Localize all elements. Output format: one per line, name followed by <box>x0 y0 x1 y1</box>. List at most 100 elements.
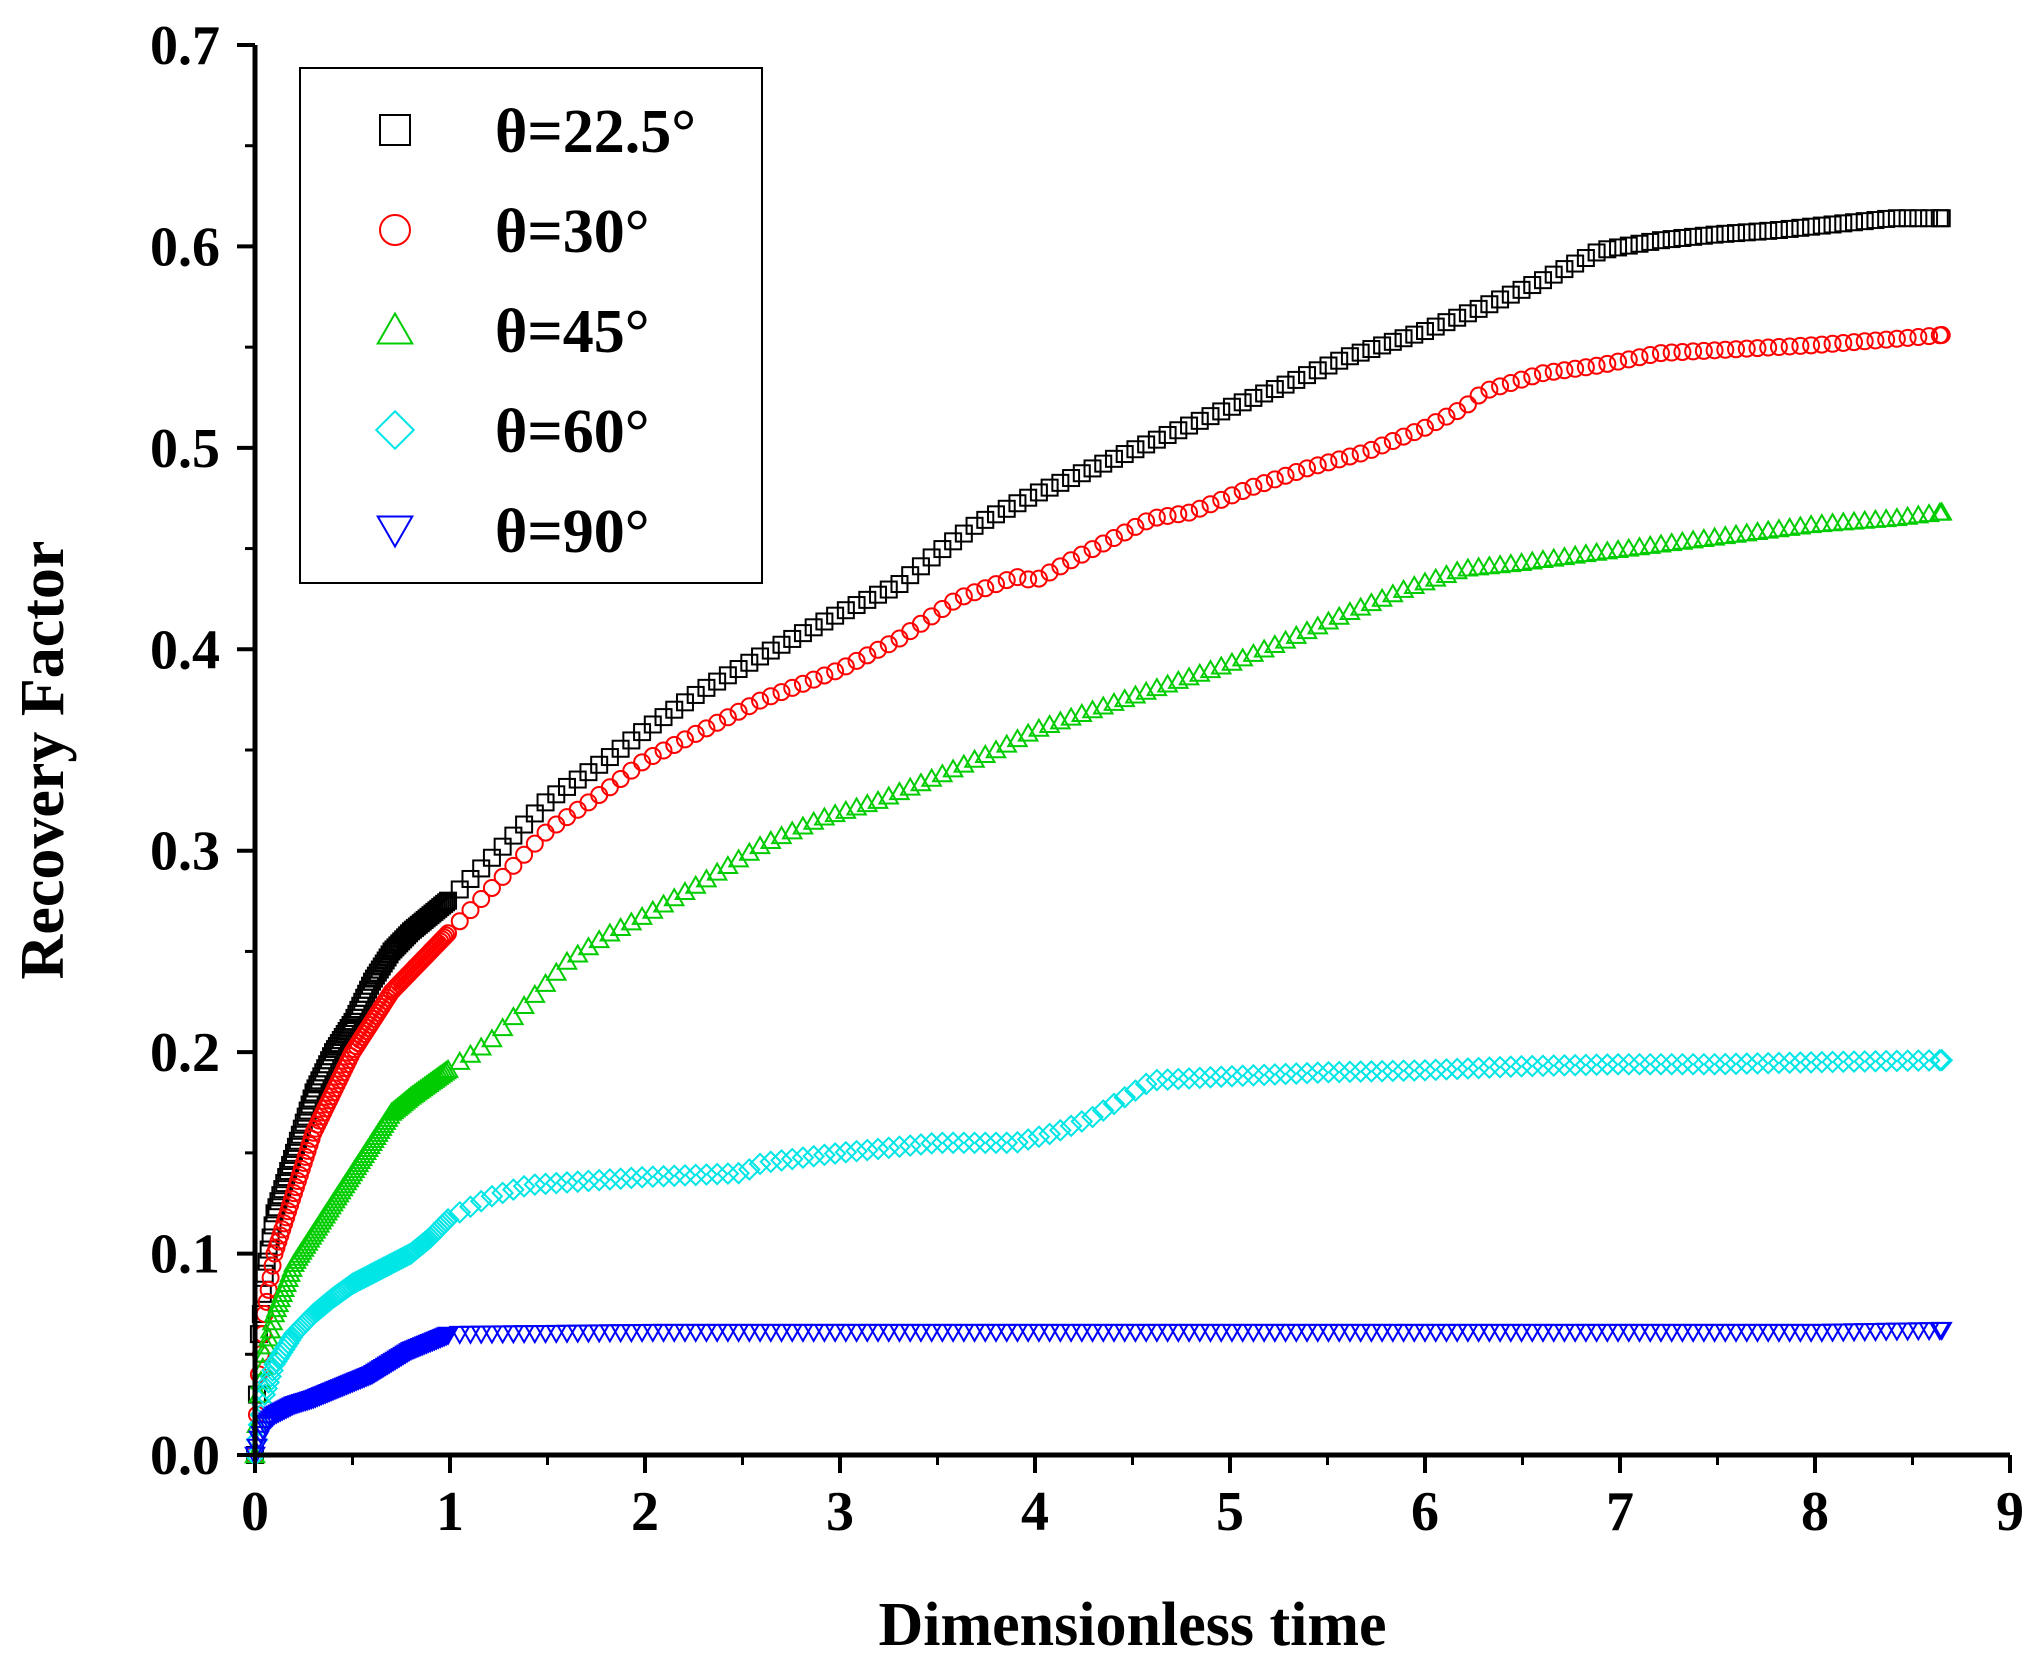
data-point <box>1887 329 1906 348</box>
data-point <box>1296 620 1318 640</box>
data-point <box>686 724 705 743</box>
data-point <box>1049 1323 1072 1343</box>
data-point <box>1394 427 1413 446</box>
data-point <box>1327 1060 1351 1084</box>
data-point <box>931 763 954 783</box>
data-point <box>368 1361 391 1381</box>
data-point <box>1349 1060 1373 1084</box>
data-point <box>523 983 546 1003</box>
data-point <box>263 1256 282 1275</box>
data-point <box>1113 1085 1137 1109</box>
data-point <box>435 894 454 913</box>
data-point <box>366 1362 389 1382</box>
data-point <box>909 1133 933 1156</box>
legend-item: θ=60° <box>374 398 650 466</box>
data-point <box>1351 343 1370 362</box>
data-point <box>974 743 997 764</box>
data-point <box>1609 352 1628 371</box>
data-point <box>1349 1323 1372 1343</box>
x-tick-label: 5 <box>1216 1481 1244 1543</box>
data-point <box>899 1323 922 1343</box>
data-point <box>1617 1323 1640 1343</box>
x-tick-label: 2 <box>631 1481 659 1543</box>
data-point <box>1896 1322 1919 1342</box>
data-point <box>1533 271 1552 290</box>
data-point <box>1051 557 1070 576</box>
data-point <box>673 1163 697 1187</box>
data-point <box>1553 1053 1576 1077</box>
data-point <box>587 1168 611 1192</box>
x-tick-label: 8 <box>1801 1481 1829 1543</box>
data-point <box>1062 551 1081 570</box>
data-point <box>1308 361 1327 380</box>
series-5 <box>244 1321 1953 1466</box>
data-point <box>1619 350 1638 369</box>
y-tick-label: 0.4 <box>150 619 220 681</box>
data-point <box>536 823 555 842</box>
data-point <box>1523 367 1542 386</box>
data-point <box>877 1136 901 1160</box>
data-point <box>1725 1323 1747 1343</box>
data-point <box>1491 377 1510 396</box>
legend-item: θ=30° <box>379 198 650 266</box>
data-point <box>1059 1114 1083 1138</box>
data-point <box>684 1323 707 1343</box>
data-point <box>1769 221 1788 240</box>
data-point <box>1094 534 1113 553</box>
data-point <box>931 1323 954 1343</box>
data-point <box>534 972 557 992</box>
data-point <box>792 1323 814 1343</box>
data-point <box>1317 1323 1340 1343</box>
data-point <box>433 896 452 915</box>
data-point <box>941 1131 965 1155</box>
data-point <box>1727 340 1746 359</box>
data-point <box>1853 1050 1877 1073</box>
data-point <box>286 1137 305 1156</box>
data-point <box>1233 393 1252 412</box>
data-point <box>1823 215 1842 234</box>
data-point <box>930 1131 954 1155</box>
legend-label: θ=60° <box>495 398 650 466</box>
x-axis-title: Dimensionless time <box>878 1591 1386 1659</box>
data-point <box>1576 358 1595 377</box>
data-point <box>952 1131 976 1155</box>
data-point <box>1115 445 1134 464</box>
data-point <box>1448 308 1467 327</box>
data-point <box>493 867 512 886</box>
data-point <box>1265 380 1284 399</box>
data-point <box>974 1323 997 1343</box>
data-point <box>1287 463 1306 482</box>
data-point <box>1651 344 1670 363</box>
data-point <box>361 1366 383 1386</box>
series-2 <box>246 326 1951 1464</box>
data-point <box>1641 345 1660 364</box>
data-point <box>1274 629 1297 649</box>
data-point <box>279 1161 298 1180</box>
data-point <box>1416 418 1434 437</box>
data-point <box>267 1198 286 1217</box>
data-point <box>1896 1049 1920 1073</box>
data-point <box>1606 1052 1630 1076</box>
data-point <box>1019 570 1038 589</box>
data-point <box>909 1323 932 1343</box>
x-tick-label: 7 <box>1606 1481 1634 1543</box>
data-point <box>470 1325 493 1345</box>
data-point <box>501 1178 525 1202</box>
data-point <box>1253 1323 1276 1343</box>
data-point <box>1531 1054 1555 1078</box>
data-point <box>1317 1060 1340 1084</box>
data-point <box>1812 335 1831 354</box>
data-point <box>1199 1323 1222 1343</box>
data-point <box>1048 1118 1072 1142</box>
data-point <box>836 657 855 676</box>
data-point <box>751 691 770 710</box>
data-point <box>1038 1122 1062 1146</box>
data-point <box>512 1174 536 1198</box>
data-point <box>1190 499 1209 518</box>
legend-marker <box>379 214 411 246</box>
data-point <box>729 660 748 679</box>
data-point <box>598 922 621 942</box>
data-point <box>1907 1322 1930 1342</box>
data-point <box>1392 1323 1415 1343</box>
data-point <box>1855 212 1874 231</box>
